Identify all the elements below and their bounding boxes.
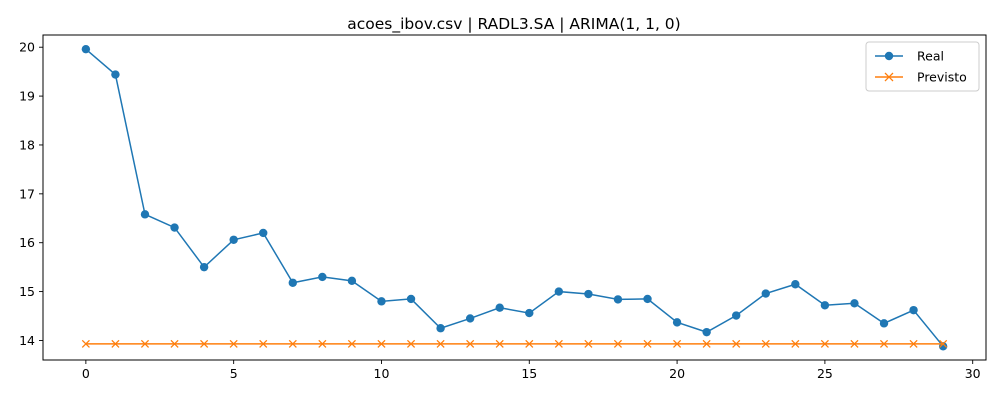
data-point-real xyxy=(791,280,800,289)
data-point-previsto xyxy=(466,339,475,348)
legend-marker-real xyxy=(884,51,894,61)
x-tick-label: 0 xyxy=(82,366,90,381)
data-point-real xyxy=(643,294,652,304)
plot-area xyxy=(81,44,948,351)
data-point-previsto xyxy=(318,339,327,348)
data-point-previsto xyxy=(495,339,504,348)
x-tick-label: 10 xyxy=(374,366,390,381)
data-point-previsto xyxy=(613,339,623,348)
legend: Real Previsto xyxy=(865,41,980,92)
data-point-real xyxy=(170,223,179,232)
data-point-previsto xyxy=(850,339,859,348)
data-point-real xyxy=(259,228,268,238)
data-point-real xyxy=(909,305,918,315)
data-point-previsto xyxy=(909,339,918,348)
data-point-real xyxy=(850,299,859,308)
x-tick-label: 5 xyxy=(230,366,238,381)
legend-label-real: Real xyxy=(917,49,944,64)
data-point-previsto xyxy=(554,339,563,348)
data-point-previsto xyxy=(347,339,356,348)
data-point-real xyxy=(465,314,475,323)
data-point-previsto xyxy=(436,339,445,348)
legend-label-previsto: Previsto xyxy=(917,70,967,85)
data-point-real xyxy=(879,319,889,328)
x-tick-label: 25 xyxy=(817,366,833,381)
data-point-previsto xyxy=(229,339,238,348)
x-tick-label: 30 xyxy=(965,366,981,381)
y-axis: 14 15 16 17 18 19 20 xyxy=(19,40,43,348)
data-point-previsto xyxy=(200,339,209,348)
y-tick-label: 19 xyxy=(19,89,35,104)
data-point-real xyxy=(288,278,297,287)
data-point-real xyxy=(318,272,327,282)
y-tick-label: 17 xyxy=(19,186,35,201)
data-point-real xyxy=(436,324,445,333)
data-point-real xyxy=(672,318,682,327)
data-point-previsto xyxy=(170,339,179,348)
data-point-real xyxy=(199,262,209,272)
data-point-previsto xyxy=(81,339,90,348)
y-tick-label: 15 xyxy=(19,284,35,299)
data-point-real xyxy=(761,289,770,298)
data-point-real xyxy=(613,295,623,304)
data-point-real xyxy=(584,289,593,299)
data-point-previsto xyxy=(140,339,150,348)
data-point-real xyxy=(111,70,120,79)
data-point-previsto xyxy=(259,339,268,348)
data-point-previsto xyxy=(791,339,800,348)
x-axis: 0 5 10 15 20 25 30 xyxy=(82,360,981,381)
x-tick-label: 15 xyxy=(521,366,537,381)
y-tick-label: 18 xyxy=(19,137,35,152)
data-point-previsto xyxy=(643,339,652,348)
data-point-previsto xyxy=(288,339,297,348)
data-point-previsto xyxy=(879,339,889,348)
data-point-previsto xyxy=(939,339,948,348)
data-point-previsto xyxy=(820,339,829,348)
data-point-previsto xyxy=(377,339,386,348)
data-point-previsto xyxy=(406,339,416,348)
chart-title: acoes_ibov.csv | RADL3.SA | ARIMA(1, 1, … xyxy=(347,15,680,34)
data-point-real xyxy=(229,235,238,244)
legend-box xyxy=(865,41,980,92)
data-point-real xyxy=(820,301,830,310)
data-point-previsto xyxy=(702,339,711,348)
data-point-real xyxy=(377,297,386,306)
data-point-previsto xyxy=(584,339,593,348)
legend-marker-previsto xyxy=(884,72,894,82)
data-point-previsto xyxy=(525,339,534,348)
data-point-previsto xyxy=(673,339,682,348)
data-point-real xyxy=(347,276,357,286)
data-point-real xyxy=(140,210,150,219)
y-tick-label: 14 xyxy=(19,333,35,348)
y-tick-label: 20 xyxy=(19,40,35,55)
data-point-previsto xyxy=(732,339,741,348)
axes-frame xyxy=(42,34,987,361)
data-point-real xyxy=(525,308,534,318)
data-point-real xyxy=(81,44,91,54)
data-point-previsto xyxy=(761,339,770,348)
series-line-real xyxy=(85,48,944,347)
y-tick-label: 16 xyxy=(19,235,35,250)
data-point-real xyxy=(732,311,741,320)
data-point-previsto xyxy=(111,339,120,348)
data-point-real xyxy=(702,327,711,337)
x-tick-label: 20 xyxy=(669,366,685,381)
data-point-real xyxy=(495,303,504,312)
data-point-real xyxy=(554,287,564,296)
data-point-real xyxy=(406,294,416,304)
